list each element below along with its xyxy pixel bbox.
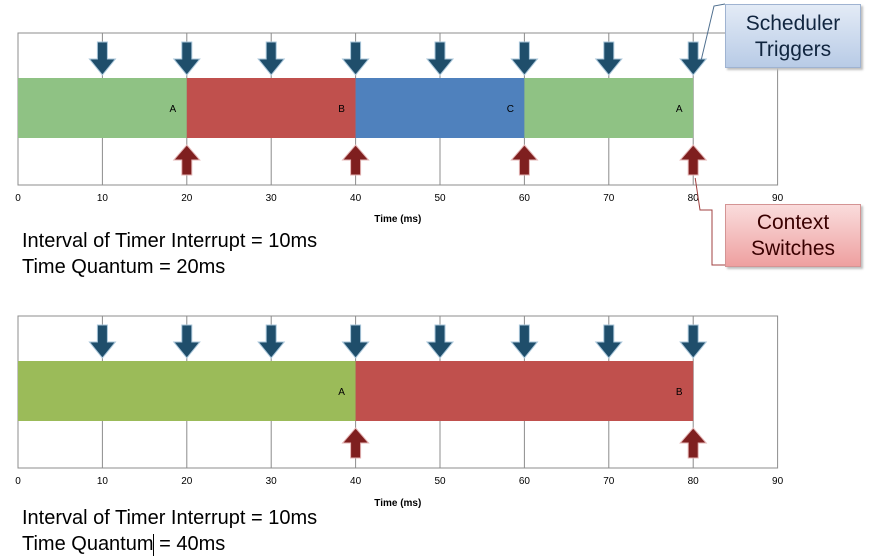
bottom-scheduler-trigger-arrow <box>88 324 117 359</box>
bottom-scheduler-trigger-arrow <box>679 324 708 359</box>
scheduler-triggers-callout: Scheduler Triggers <box>725 4 861 68</box>
top-tick-label: 10 <box>97 193 109 204</box>
top-context-switch-arrow <box>679 144 708 176</box>
top-segment-label: C <box>507 104 514 115</box>
top-segment <box>355 78 525 138</box>
bottom-tick-label: 30 <box>266 476 278 487</box>
top-tick-label: 0 <box>15 193 21 204</box>
bottom-context-switch-arrow <box>341 427 370 459</box>
top-segment <box>186 78 356 138</box>
top-scheduler-trigger-arrow <box>88 41 117 76</box>
top-scheduler-trigger-arrow <box>594 41 623 76</box>
bottom-scheduler-trigger-arrow <box>425 324 455 359</box>
top-segment-label: B <box>338 104 345 115</box>
top-tick-label: 80 <box>688 193 700 204</box>
top-tick-label: 20 <box>181 193 193 204</box>
top-context-switch-arrow <box>341 144 370 176</box>
top-segment <box>524 78 694 138</box>
top-context-switch-arrow <box>510 144 539 176</box>
bottom-tick-label: 80 <box>688 476 700 487</box>
top-tick-label: 30 <box>266 193 278 204</box>
top-scheduler-trigger-arrow <box>341 41 370 76</box>
top-tick-label: 90 <box>772 193 784 204</box>
bottom-segment <box>355 361 694 421</box>
context-switches-label: Context Switches <box>750 211 836 260</box>
top-scheduler-trigger-arrow <box>172 41 201 76</box>
top-caption-quantum: Time Quantum = 20ms <box>22 256 226 278</box>
bottom-segment-label: B <box>676 387 683 398</box>
top-scheduler-trigger-arrow <box>257 41 286 76</box>
bottom-scheduler-trigger-arrow <box>341 324 370 359</box>
bottom-tick-label: 40 <box>350 476 362 487</box>
bottom-x-axis-title: Time (ms) <box>374 498 421 509</box>
bottom-tick-label: 70 <box>603 476 615 487</box>
bottom-segment <box>18 361 356 421</box>
bottom-tick-label: 60 <box>519 476 531 487</box>
bottom-tick-label: 20 <box>181 476 193 487</box>
top-tick-label: 60 <box>519 193 531 204</box>
bottom-scheduler-trigger-arrow <box>257 324 286 359</box>
context-switches-callout: Context Switches <box>725 204 861 267</box>
bottom-caption-interval: Interval of Timer Interrupt = 10ms <box>22 507 318 529</box>
bottom-tick-label: 90 <box>772 476 784 487</box>
top-segment-label: A <box>169 104 176 115</box>
top-scheduler-trigger-arrow <box>510 41 539 76</box>
bottom-tick-label: 50 <box>434 476 446 487</box>
bottom-tick-label: 0 <box>15 476 21 487</box>
top-tick-label: 70 <box>603 193 615 204</box>
scheduler-triggers-label: Scheduler Triggers <box>745 12 841 61</box>
top-caption-interval: Interval of Timer Interrupt = 10ms <box>22 230 318 252</box>
context-callout-pointer <box>694 177 725 266</box>
bottom-caption-quantum: Time Quantum = 40ms <box>22 533 226 555</box>
bottom-scheduler-trigger-arrow <box>172 324 201 359</box>
bottom-scheduler-trigger-arrow <box>594 324 623 359</box>
bottom-scheduler-trigger-arrow <box>510 324 539 359</box>
top-tick-label: 40 <box>350 193 362 204</box>
top-segment <box>18 78 187 138</box>
top-scheduler-trigger-arrow <box>679 41 708 76</box>
bottom-segment-label: A <box>338 387 345 398</box>
top-context-switch-arrow <box>172 144 201 176</box>
top-scheduler-trigger-arrow <box>425 41 455 76</box>
top-tick-label: 50 <box>434 193 446 204</box>
text-cursor <box>153 534 154 556</box>
bottom-tick-label: 10 <box>97 476 109 487</box>
top-segment-label: A <box>676 104 683 115</box>
top-x-axis-title: Time (ms) <box>374 214 421 225</box>
bottom-context-switch-arrow <box>679 427 708 459</box>
scheduler-callout-pointer <box>700 3 726 61</box>
